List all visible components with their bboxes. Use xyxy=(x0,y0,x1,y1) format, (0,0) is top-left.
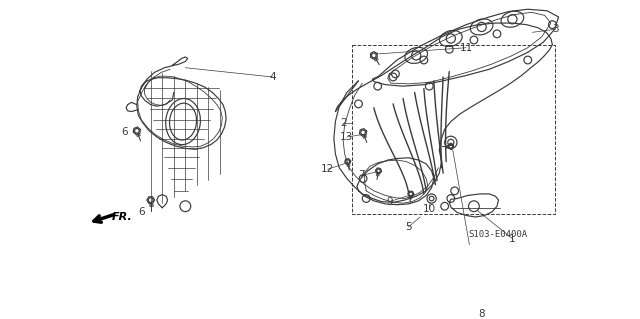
Text: 8: 8 xyxy=(478,309,485,319)
Text: 3: 3 xyxy=(552,24,559,34)
Text: 9: 9 xyxy=(386,197,392,207)
Text: 6: 6 xyxy=(121,127,128,137)
Text: 4: 4 xyxy=(269,72,276,82)
Text: FR.: FR. xyxy=(112,212,133,222)
Text: 12: 12 xyxy=(321,164,334,174)
Text: 7: 7 xyxy=(358,170,365,181)
Text: 2: 2 xyxy=(340,118,346,128)
Text: 6: 6 xyxy=(138,207,145,217)
Text: S103-E0400A: S103-E0400A xyxy=(468,230,528,239)
Text: 13: 13 xyxy=(340,132,353,142)
Text: 11: 11 xyxy=(460,43,473,53)
Text: 5: 5 xyxy=(405,222,412,232)
Text: 10: 10 xyxy=(422,204,436,214)
Text: 1: 1 xyxy=(509,234,516,243)
